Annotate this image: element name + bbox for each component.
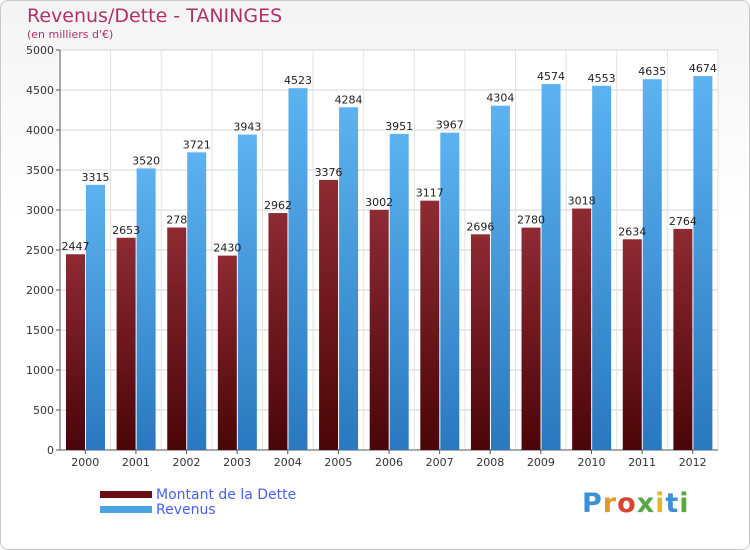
data-label-debt: 2634 [618, 225, 646, 238]
y-tick-label: 500 [33, 404, 54, 417]
chart-title: Revenus/Dette - TANINGES [27, 5, 283, 27]
bar-revenue [389, 133, 409, 451]
bar-revenue [592, 85, 612, 450]
data-label-revenue: 4574 [537, 70, 565, 83]
logo-letter: x [636, 488, 656, 519]
bar-debt [572, 208, 592, 450]
legend-label-debt: Montant de la Dette [156, 486, 297, 503]
data-label-debt: 2764 [669, 215, 697, 228]
legend-item-debt: Montant de la Dette [100, 486, 297, 503]
bar-debt [268, 213, 288, 450]
bar-revenue [440, 132, 460, 450]
data-label-revenue: 4304 [486, 92, 514, 105]
data-label-revenue: 3967 [436, 119, 464, 132]
x-tick-label: 2006 [375, 456, 403, 469]
x-tick-label: 2007 [426, 456, 454, 469]
data-label-revenue: 4674 [689, 62, 717, 75]
logo-letter: o [617, 488, 637, 519]
bar-debt [319, 179, 339, 451]
bar-revenue [490, 105, 510, 451]
label-layer: 2447 3315 2653 3520 278 3721 2430 3943 2962 4523 3… [62, 62, 717, 255]
y-tick-label: 4500 [26, 84, 54, 97]
y-tick-label: 1500 [26, 324, 54, 337]
data-label-revenue: 3943 [233, 121, 261, 134]
y-tick-label: 3000 [26, 204, 54, 217]
data-label-revenue: 4635 [638, 65, 666, 78]
bar-debt [521, 227, 541, 450]
data-label-debt: 2430 [213, 242, 241, 255]
data-label-revenue: 3520 [132, 154, 160, 167]
bar-revenue [237, 134, 257, 450]
bar-debt [217, 255, 237, 450]
y-tick-label: 5000 [26, 44, 54, 57]
data-label-revenue: 3721 [183, 138, 211, 151]
logo-letter: i [679, 488, 690, 519]
legend-swatch-revenue [100, 506, 152, 513]
x-tick-label: 2011 [628, 456, 656, 469]
bar-layer [66, 76, 713, 451]
data-label-revenue: 4553 [588, 72, 616, 85]
bar-revenue [339, 107, 359, 450]
bar-revenue [541, 84, 561, 450]
x-tick-label: 2002 [173, 456, 201, 469]
logo-letter: P [582, 488, 603, 519]
bar-debt [622, 239, 642, 450]
data-label-debt: 2447 [62, 240, 90, 253]
x-tick-label: 2001 [122, 456, 150, 469]
x-tick-label: 2012 [679, 456, 707, 469]
bar-revenue [136, 168, 156, 450]
data-label-debt: 2696 [466, 220, 494, 233]
data-label-revenue: 3951 [385, 120, 413, 133]
bar-debt [673, 228, 693, 450]
bar-debt [167, 227, 187, 450]
bar-revenue [187, 152, 207, 450]
y-tick-label: 2500 [26, 244, 54, 257]
x-tick-label: 2004 [274, 456, 302, 469]
chart-subtitle: (en milliers d'€) [27, 28, 114, 41]
bar-debt [420, 200, 440, 450]
data-label-debt: 278 [166, 214, 187, 227]
bar-debt [66, 254, 85, 450]
grid-layer [59, 49, 719, 451]
proxiti-logo: Proxiti [582, 488, 690, 519]
data-label-revenue: 4523 [284, 74, 312, 87]
y-tick-label: 0 [47, 444, 54, 457]
data-label-revenue: 3315 [82, 171, 110, 184]
legend-label-revenue: Revenus [156, 501, 216, 518]
logo-letter: i [655, 488, 666, 519]
data-label-debt: 2780 [517, 214, 545, 227]
legend-item-revenue: Revenus [100, 501, 296, 518]
x-tick-label: 2009 [527, 456, 555, 469]
bar-debt [369, 209, 389, 450]
bar-revenue [693, 76, 713, 450]
bar-debt [470, 234, 490, 450]
data-label-debt: 2962 [264, 199, 292, 212]
data-label-debt: 2653 [112, 224, 140, 237]
bar-debt [116, 237, 136, 450]
logo-letter: r [602, 488, 618, 519]
bar-revenue [288, 88, 308, 450]
y-tick-label: 1000 [26, 364, 54, 377]
x-tick-label: 2003 [223, 456, 251, 469]
legend: Montant de la Dette Revenus [100, 486, 297, 518]
x-tick-label: 2005 [324, 456, 352, 469]
data-label-debt: 3018 [568, 195, 596, 208]
data-label-debt: 3002 [365, 196, 393, 209]
bar-revenue [642, 79, 662, 450]
y-tick-label: 3500 [26, 164, 54, 177]
logo-letter: t [665, 488, 680, 519]
x-tick-label: 2008 [476, 456, 504, 469]
data-label-debt: 3117 [416, 187, 444, 200]
y-tick-label: 4000 [26, 124, 54, 137]
x-tick-label: 2000 [71, 456, 99, 469]
y-tick-label: 2000 [26, 284, 54, 297]
x-tick-label: 2010 [577, 456, 605, 469]
data-label-debt: 3376 [315, 166, 343, 179]
legend-swatch-debt [100, 491, 152, 498]
data-label-revenue: 4284 [335, 93, 363, 106]
bar-revenue [86, 184, 105, 451]
